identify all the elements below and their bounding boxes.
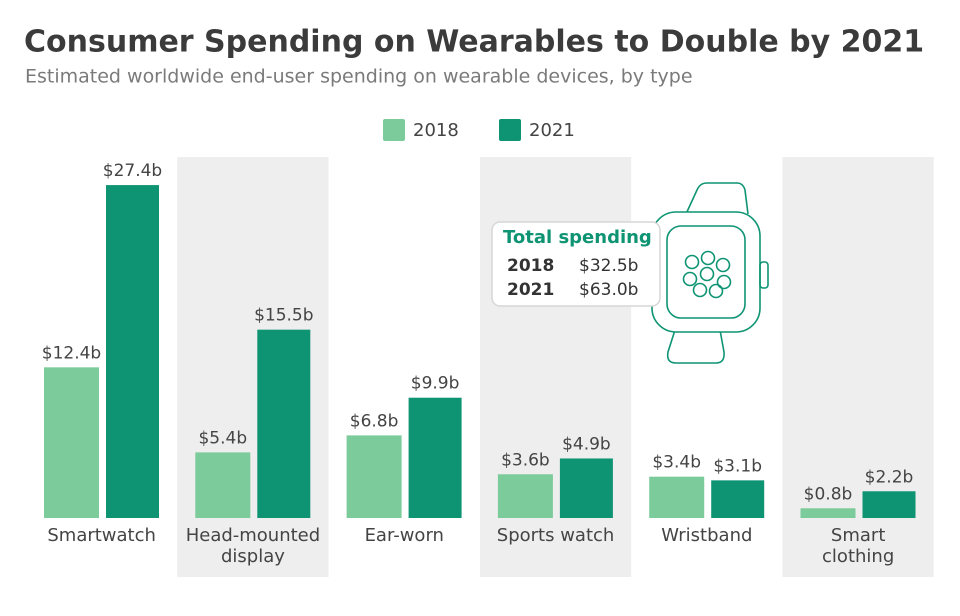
x-tick-label: Smart clothing	[822, 525, 894, 567]
bar	[106, 185, 159, 518]
value-label: $27.4b	[103, 161, 162, 181]
x-tick-label: Wristband	[661, 525, 752, 546]
bar	[195, 452, 251, 518]
bar	[649, 476, 705, 518]
annotation-value: $32.5b	[579, 256, 638, 276]
annotation-value: $63.0b	[579, 280, 638, 300]
value-label: $3.4b	[652, 453, 701, 473]
bar	[44, 367, 99, 518]
bar-layer: $12.4b $27.4b Smartwatch $5.4b $15.5b Head-mo…	[42, 161, 916, 567]
bar	[559, 458, 613, 518]
annotation-year: 2021	[507, 280, 554, 300]
x-tick-label: Ear-worn	[365, 525, 444, 546]
bar	[257, 329, 311, 518]
annotation-year: 2018	[507, 256, 554, 276]
bar	[497, 474, 553, 518]
watch-icon	[651, 182, 769, 364]
legend-label: 2021	[529, 120, 575, 141]
value-label: $15.5b	[254, 306, 313, 326]
annotation-box: Total spending 2018 $32.5b 2021 $63.0b	[491, 221, 661, 307]
legend-label: 2018	[413, 120, 459, 141]
x-tick-label: Sports watch	[497, 525, 615, 546]
x-tick-label: Smartwatch	[47, 525, 156, 546]
value-label: $5.4b	[198, 428, 247, 448]
value-label: $0.8b	[804, 484, 853, 504]
value-label: $4.9b	[562, 434, 611, 454]
value-label: $12.4b	[42, 343, 101, 363]
chart-subtitle: Estimated worldwide end-user spending on…	[25, 66, 693, 88]
x-tick-label: Head-mounted display	[186, 525, 320, 567]
value-label: $9.9b	[411, 374, 460, 394]
chart-title: Consumer Spending on Wearables to Double…	[24, 25, 924, 60]
bar	[711, 480, 765, 518]
bar	[800, 508, 856, 518]
bar	[862, 491, 916, 518]
legend-swatch	[499, 119, 521, 141]
value-label: $3.6b	[501, 450, 550, 470]
value-label: $3.1b	[713, 456, 762, 476]
bar	[346, 435, 402, 518]
value-label: $6.8b	[350, 411, 399, 431]
annotation-title: Total spending	[503, 227, 652, 248]
legend-swatch	[383, 119, 405, 141]
bar	[408, 397, 462, 518]
value-label: $2.2b	[865, 467, 914, 487]
